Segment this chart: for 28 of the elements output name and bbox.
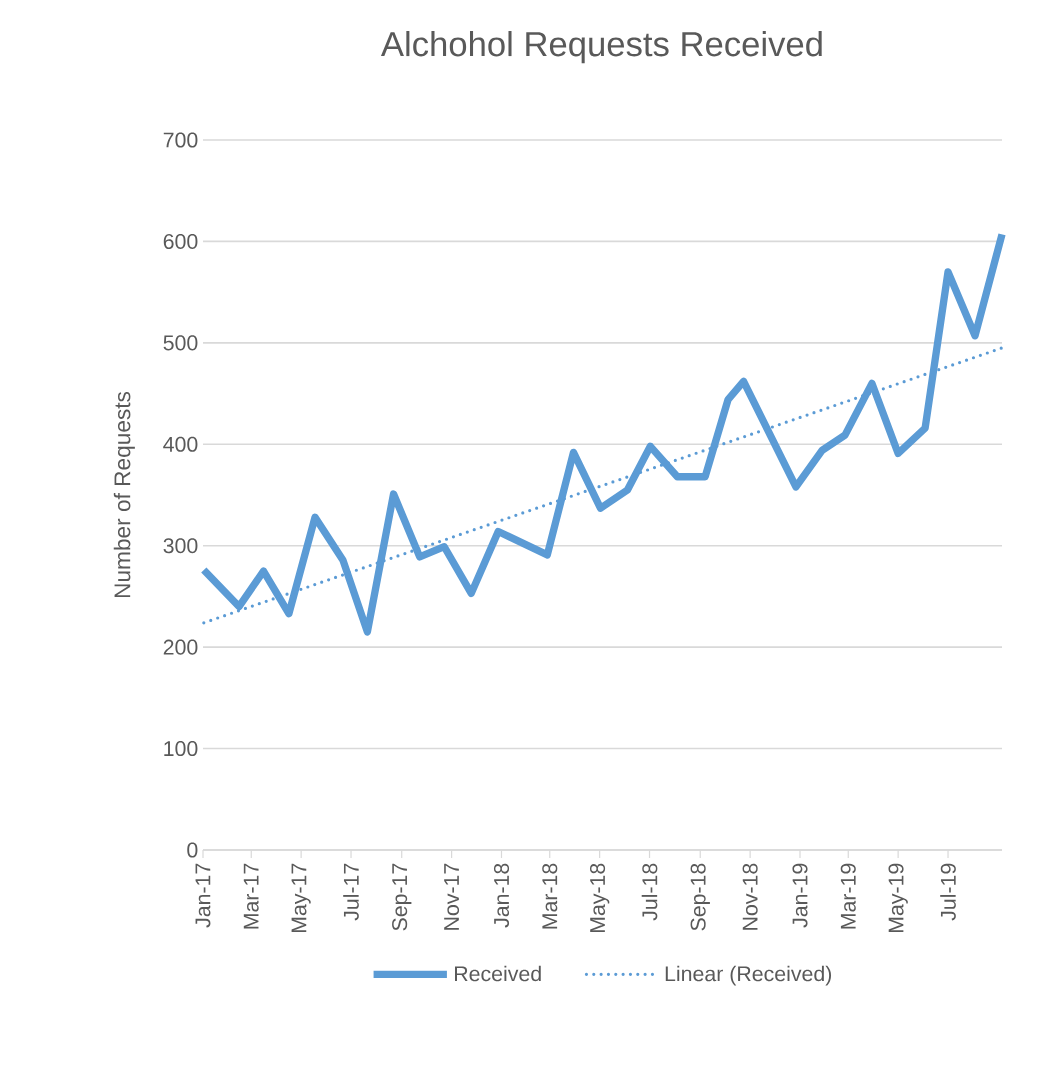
y-tick-label: 600 <box>163 233 198 249</box>
x-tick-label: Jan-19 <box>792 863 808 928</box>
x-tick-label: Nov-18 <box>742 863 758 930</box>
y-axis-title: Number of Requests <box>113 391 135 598</box>
x-tick-label: May-18 <box>589 863 610 933</box>
x-tick-label: May-19 <box>888 863 908 933</box>
y-tick-label: 500 <box>163 335 198 351</box>
x-tick-label: Mar-18 <box>542 863 558 929</box>
y-tick-label: 0 <box>187 842 198 858</box>
x-tick-label: Jan-17 <box>195 863 211 928</box>
chart-title: Alchohol Requests Received <box>380 30 822 64</box>
x-tick-label: Sep-17 <box>392 863 412 931</box>
legend-label: Received <box>455 965 541 982</box>
x-tick-label: May-17 <box>291 863 311 933</box>
y-tick-label: 700 <box>163 132 198 148</box>
x-tick-label: Mar-19 <box>840 863 856 929</box>
x-tick-label: Sep-18 <box>690 863 710 931</box>
x-tick-label: Mar-17 <box>243 863 259 929</box>
y-tick-label: 200 <box>163 639 198 655</box>
x-tick-label: Jul-19 <box>940 863 956 921</box>
x-tick-label: Jul-17 <box>343 863 359 921</box>
x-tick-label: Nov-17 <box>444 863 460 930</box>
legend-label: Linear (Received) <box>665 965 832 986</box>
y-tick-label: 400 <box>163 436 198 452</box>
y-tick-label: 300 <box>163 538 198 554</box>
x-tick-label: Jan-18 <box>493 863 510 928</box>
x-tick-label: Jul-18 <box>641 863 658 921</box>
y-tick-label: 100 <box>164 741 198 757</box>
